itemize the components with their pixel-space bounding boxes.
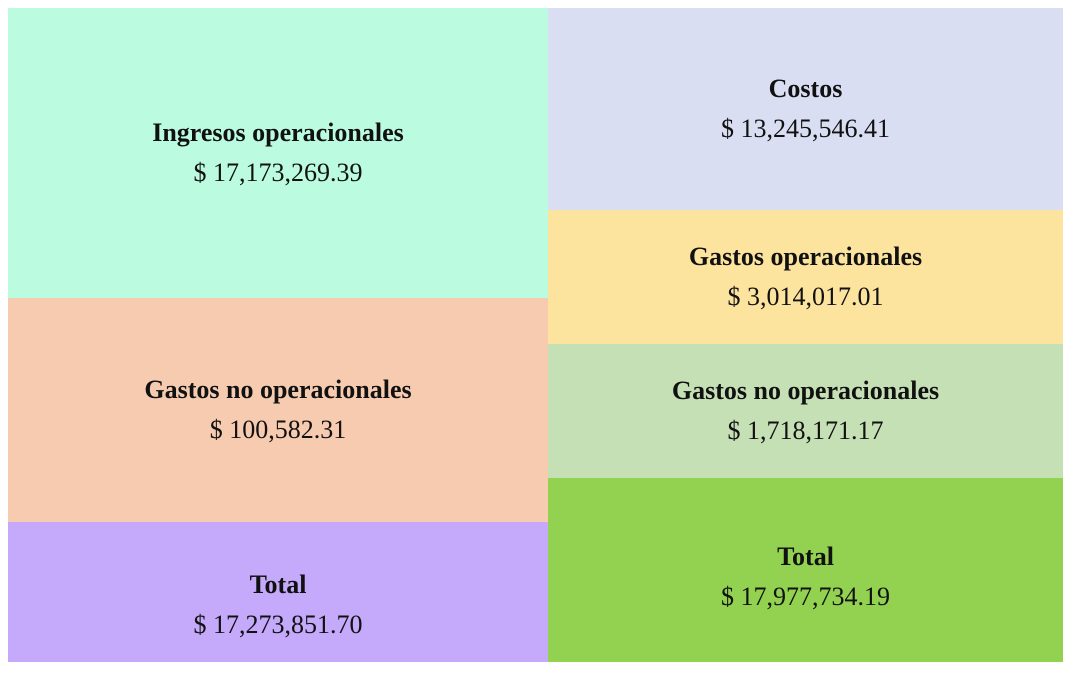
block-amount: $ 100,582.31 <box>209 415 347 444</box>
block-amount: $ 17,173,269.39 <box>193 158 363 187</box>
block: Total $ 17,273,851.70 <box>8 522 548 662</box>
block: Gastos no operacionales $ 1,718,171.17 <box>548 344 1063 478</box>
block: Gastos operacionales $ 3,014,017.01 <box>548 210 1063 344</box>
block-label: Gastos no operacionales <box>671 376 940 405</box>
block-label: Total <box>777 542 834 571</box>
block: Gastos no operacionales $ 100,582.31 <box>8 298 548 522</box>
block-label: Total <box>249 570 307 599</box>
block-amount: $ 17,977,734.19 <box>721 582 890 611</box>
block-label: Ingresos operacionales <box>152 118 404 147</box>
block-amount: $ 17,273,851.70 <box>193 610 363 639</box>
block-label: Costos <box>768 74 843 103</box>
block-amount: $ 3,014,017.01 <box>727 282 884 311</box>
block-label: Gastos operacionales <box>688 242 923 271</box>
block-amount: $ 13,245,546.41 <box>721 114 890 143</box>
block: Costos $ 13,245,546.41 <box>548 8 1063 210</box>
block: Ingresos operacionales $ 17,173,269.39 <box>8 8 548 298</box>
block: Total $ 17,977,734.19 <box>548 478 1063 662</box>
block-label: Gastos no operacionales <box>144 375 412 404</box>
block-amount: $ 1,718,171.17 <box>727 416 884 445</box>
